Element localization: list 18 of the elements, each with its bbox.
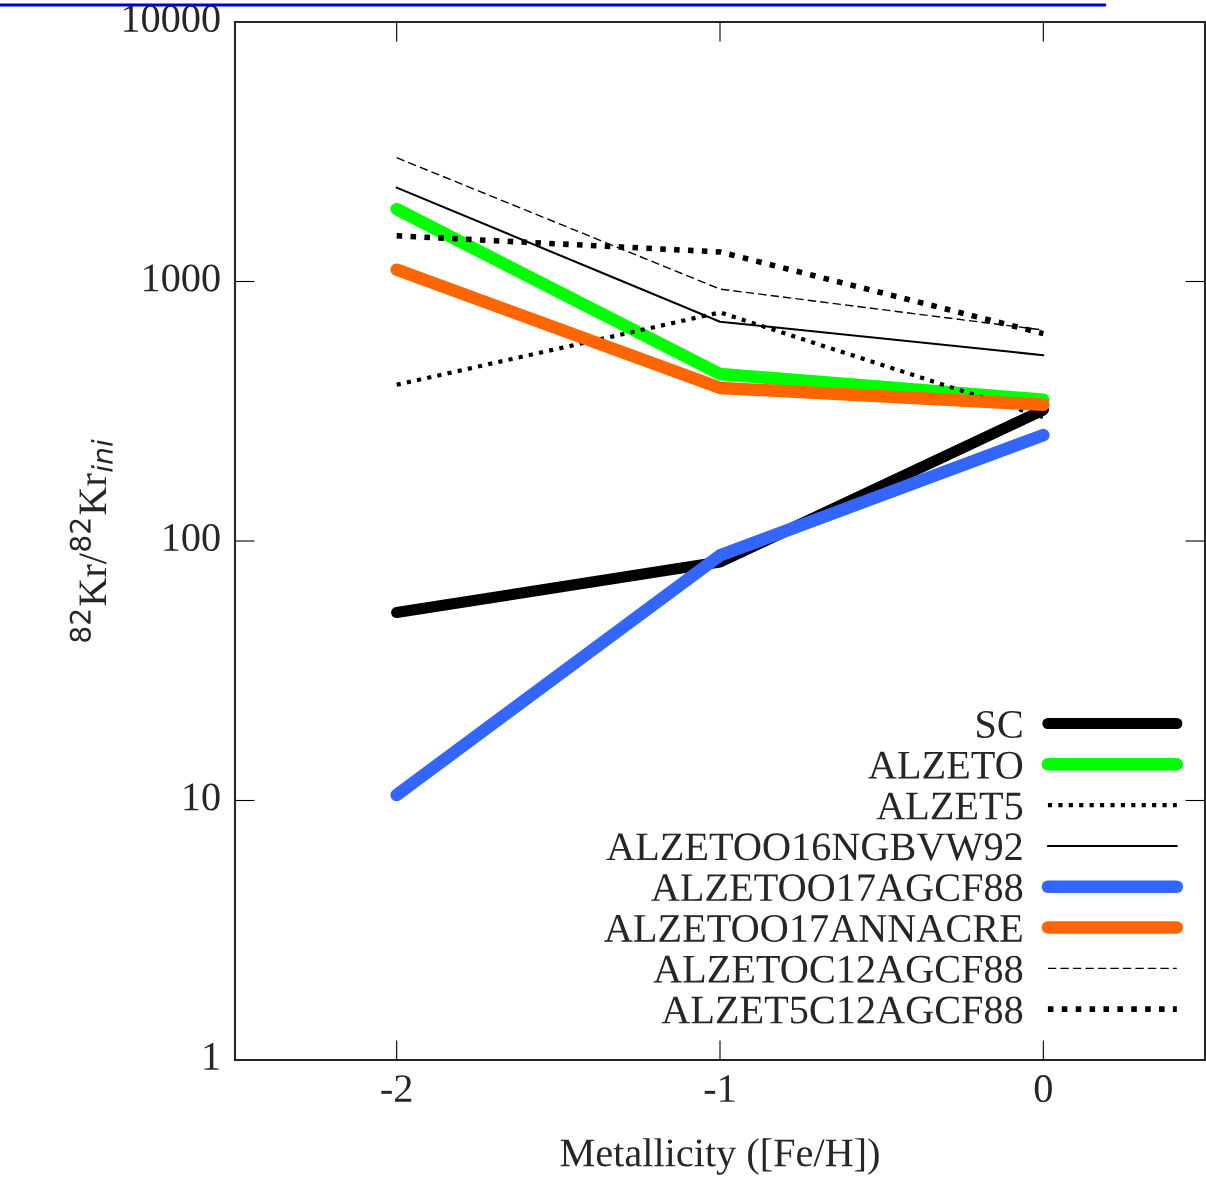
x-tick-label: -1: [704, 1075, 735, 1102]
legend-label: ALZETO: [868, 751, 1023, 779]
legend-label: ALZETOO17ANNACRE: [604, 914, 1022, 943]
legend-label: ALZETOO16NGBVW92: [606, 833, 1022, 861]
y-tick-label: 1: [204, 1043, 219, 1070]
legend-label: ALZET5C12AGCF88: [661, 996, 1023, 1024]
y-tick-label: 10: [184, 783, 220, 811]
legend-label: SC: [977, 710, 1022, 739]
legend-label: ALZET5: [876, 792, 1023, 820]
y-tick-label: 1000: [144, 264, 220, 292]
x-axis-title: Metallicity ([Fe/H]): [560, 1138, 879, 1175]
x-tick-label: -2: [381, 1075, 412, 1102]
y-tick-label: 100: [164, 523, 220, 552]
legend-label: ALZETOC12AGCF88: [653, 955, 1023, 983]
legend-label: ALZETOO17AGCF88: [651, 874, 1023, 902]
y-axis-title: $^{82}$Kr/$^{82}$Kr$_{ini}$: [69, 439, 113, 642]
y-tick-label: 10000: [123, 4, 220, 33]
x-tick-label: 0: [1034, 1075, 1052, 1103]
